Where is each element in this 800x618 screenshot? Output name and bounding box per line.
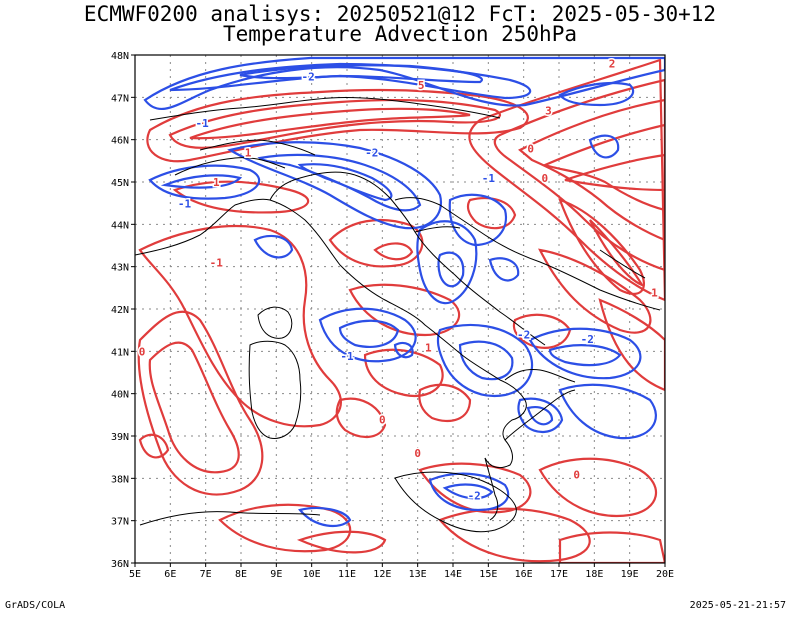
contour-value-label: 0 [414, 447, 421, 460]
lon-tick-label: 9E [270, 569, 282, 580]
contour-value-label: 0 [139, 346, 146, 359]
lon-tick-label: 20E [656, 569, 674, 580]
lon-tick-label: 16E [515, 569, 533, 580]
contour-value-label: 0 [379, 413, 386, 426]
contour-value-label: 1 [245, 147, 252, 160]
lon-tick-label: 13E [409, 569, 427, 580]
lon-tick-label: 12E [373, 569, 391, 580]
contour-value-label: 5 [418, 79, 425, 92]
contour-value-label: -1 [340, 350, 354, 363]
lat-tick-label: 46N [111, 136, 129, 147]
contour-value-label: -2 [581, 333, 594, 346]
contour-value-label: 2 [609, 58, 616, 71]
lat-tick-label: 48N [111, 51, 129, 62]
lon-tick-label: 7E [200, 569, 212, 580]
lat-tick-label: 40N [111, 390, 129, 401]
contour-value-label: 1 [213, 176, 220, 189]
contour-value-label: -1 [482, 172, 496, 185]
contour-value-label: -2 [468, 490, 481, 503]
map-subtitle: Temperature Advection 250hPa [222, 22, 577, 46]
contour-labels: -1 -2 -1 -1 -2 -2 -2 -2 -1 0 1 -1 0 0 0 1 0 0 3 1 2 1 5 [137, 56, 659, 504]
lat-tick-label: 42N [111, 305, 129, 316]
axis-ticks: 5E 6E 7E 8E 9E 10E 11E 12E 13E 14E 15E 16E 17E 18E 19E… [111, 51, 674, 580]
contour-value-label: 0 [527, 142, 534, 155]
lat-tick-label: 37N [111, 517, 129, 528]
lon-tick-label: 6E [164, 569, 176, 580]
lon-tick-label: 17E [550, 569, 568, 580]
lat-tick-label: 39N [111, 432, 129, 443]
contour-value-label: 1 [425, 341, 432, 354]
lon-tick-label: 8E [235, 569, 247, 580]
contour-value-label: 3 [545, 104, 552, 117]
lon-tick-label: 19E [621, 569, 639, 580]
map-title: ECMWF0200 analisys: 20250521@12 FcT: 202… [83, 2, 717, 26]
lat-tick-label: 44N [111, 220, 129, 231]
contour-value-label: 1 [651, 286, 658, 299]
lat-tick-label: 43N [111, 263, 129, 274]
lon-tick-label: 15E [479, 569, 497, 580]
contour-field [137, 56, 665, 563]
contour-value-label: 0 [542, 172, 549, 185]
lat-tick-label: 47N [111, 93, 129, 104]
footer-timestamp: 2025-05-21-21:57 [689, 600, 786, 611]
contour-value-label: -2 [517, 329, 530, 342]
contour-value-label: -1 [210, 257, 224, 270]
lon-tick-label: 18E [585, 569, 603, 580]
lon-tick-label: 5E [129, 569, 141, 580]
lat-tick-label: 45N [111, 178, 129, 189]
footer-credit: GrADS/COLA [5, 600, 66, 611]
coastlines [135, 96, 661, 533]
lon-tick-label: 14E [444, 569, 462, 580]
lat-tick-label: 36N [111, 559, 129, 570]
contour-value-label: -2 [302, 70, 315, 83]
contour-value-label: -2 [365, 147, 378, 160]
contour-value-label: 0 [573, 468, 580, 481]
lon-tick-label: 10E [303, 569, 321, 580]
contour-value-label: -1 [178, 197, 192, 210]
lat-tick-label: 41N [111, 347, 129, 358]
lon-tick-label: 11E [338, 569, 356, 580]
lat-tick-label: 38N [111, 474, 129, 485]
contour-value-label: -1 [196, 117, 210, 130]
negative-contours [143, 56, 665, 528]
